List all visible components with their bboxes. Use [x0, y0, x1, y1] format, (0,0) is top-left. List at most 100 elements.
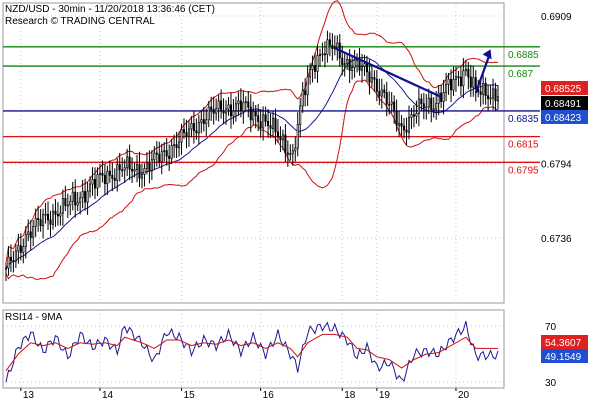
candle	[457, 71, 460, 87]
candle-body	[306, 76, 309, 96]
candle	[296, 112, 299, 157]
candle-body	[24, 234, 27, 247]
candle	[217, 94, 220, 122]
candle	[131, 157, 134, 184]
candle-body	[89, 183, 92, 192]
candle-body	[170, 145, 173, 159]
candle-body	[9, 256, 12, 262]
candle-body	[153, 152, 156, 161]
candle	[484, 77, 487, 105]
candle	[197, 114, 200, 145]
candle	[454, 66, 457, 93]
candle-body	[462, 70, 465, 87]
candle	[180, 123, 183, 155]
candle-body	[368, 71, 371, 83]
candle	[254, 104, 257, 129]
candle	[54, 199, 57, 227]
candle	[336, 35, 339, 61]
candle	[79, 191, 82, 215]
candle	[353, 49, 356, 78]
candle-body	[210, 106, 213, 110]
candle-body	[111, 175, 114, 179]
candle	[106, 165, 109, 195]
candle	[267, 108, 270, 138]
candle-body	[237, 100, 240, 105]
candle-body	[445, 84, 448, 93]
bollinger-lower-band	[5, 79, 499, 280]
candle-body	[229, 104, 233, 117]
candle	[422, 92, 425, 120]
candle-body	[118, 164, 121, 171]
candle-body	[71, 191, 74, 202]
candle	[153, 146, 156, 170]
candle-body	[103, 174, 106, 185]
candle	[195, 118, 198, 140]
candle-body	[165, 150, 168, 157]
candle-body	[187, 128, 190, 137]
candle	[294, 136, 297, 162]
candle-body	[286, 152, 289, 155]
candle-body	[494, 88, 497, 102]
time-tick-label: 14	[102, 390, 114, 400]
candle	[360, 53, 364, 83]
candle-body	[155, 152, 158, 155]
candle-body	[56, 213, 59, 217]
candle	[22, 238, 25, 264]
candle-body	[178, 141, 181, 149]
candle-body	[363, 63, 366, 67]
candle-body	[281, 134, 284, 141]
candle-body	[32, 226, 35, 238]
candle-body	[249, 106, 252, 121]
candle	[76, 192, 79, 212]
candle-body	[140, 174, 144, 179]
candle-body	[22, 246, 25, 253]
candle	[286, 140, 289, 167]
candle-body	[294, 147, 297, 152]
candle	[51, 203, 55, 230]
candle	[403, 117, 406, 139]
candle-body	[358, 59, 361, 71]
candle	[69, 195, 72, 216]
candle	[356, 53, 359, 73]
candle	[175, 131, 178, 158]
candle-body	[175, 144, 178, 149]
candle	[155, 141, 158, 167]
candle-body	[430, 97, 433, 110]
candle	[150, 150, 153, 181]
rsi-tags: 54.3607 49.1549	[541, 335, 588, 363]
candle	[42, 208, 45, 239]
candle-body	[96, 174, 99, 189]
candle-body	[385, 92, 388, 105]
candle-body	[34, 218, 37, 227]
candle-body	[19, 245, 22, 253]
candle	[116, 158, 119, 192]
time-tick-label: 20	[458, 390, 470, 400]
candle-body	[264, 114, 267, 122]
candle	[479, 79, 482, 107]
candle	[489, 85, 492, 105]
candle	[64, 185, 67, 212]
candle	[462, 58, 465, 99]
candle-body	[464, 68, 467, 72]
candle	[215, 98, 218, 121]
candle-body	[93, 179, 97, 189]
candle	[328, 32, 331, 57]
price-tick-label: 0.6794	[541, 160, 572, 171]
candle-body	[195, 130, 198, 134]
candle	[47, 201, 50, 231]
candle	[19, 233, 22, 261]
candle-body	[234, 103, 237, 112]
candle	[140, 163, 144, 189]
candle-body	[61, 198, 64, 214]
candle	[113, 168, 116, 189]
candle-body	[343, 63, 346, 66]
candle-body	[489, 97, 492, 100]
candle-body	[274, 117, 277, 133]
candle-body	[296, 124, 299, 149]
candle	[222, 98, 225, 125]
candle	[210, 96, 213, 121]
candle	[128, 144, 131, 181]
candle-body	[304, 90, 307, 96]
candle-body	[54, 210, 57, 215]
candle-body	[314, 65, 317, 72]
